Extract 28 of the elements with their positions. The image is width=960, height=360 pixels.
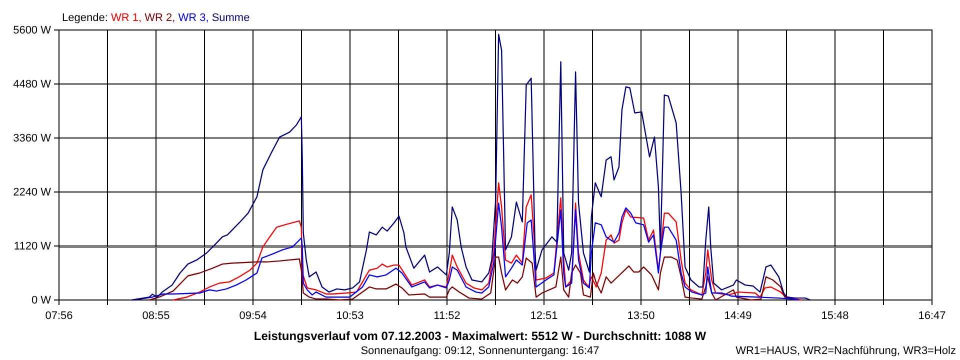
text: WR 1, xyxy=(110,12,145,24)
x-tick-label: 15:48 xyxy=(821,310,849,322)
y-tick-label: 2240 W xyxy=(13,186,52,199)
x-tick-label: 13:50 xyxy=(627,310,655,322)
y-tick-label: 4480 W xyxy=(13,78,52,91)
x-tick-label: 14:49 xyxy=(724,310,752,322)
x-tick-label: 16:47 xyxy=(918,310,946,322)
x-tick-label: 08:55 xyxy=(142,310,170,322)
line-series xyxy=(148,256,796,301)
text: WR 3, xyxy=(178,12,212,24)
y-tick-label: 3360 W xyxy=(13,132,52,145)
text: WR1=HAUS, WR2=Nachführung, WR3=Holz xyxy=(736,345,956,357)
text: Leistungsverlauf vom 07.12.2003 - Maximalwert: 5512 W - Durchschnitt: 1088 W xyxy=(254,329,707,343)
text: Sonnenaufgang: 09:12, Sonnenuntergang: 16:47 xyxy=(360,345,600,357)
legend-title: Legende: xyxy=(62,12,111,24)
line-series xyxy=(132,202,800,301)
x-tick-label: 11:52 xyxy=(434,310,460,322)
text: Summe xyxy=(212,12,250,24)
line-series xyxy=(131,34,811,301)
y-tick-label: 1120 W xyxy=(14,240,52,253)
y-tick-label: 0 W xyxy=(31,294,52,307)
y-tick-label: 5600 W xyxy=(13,24,52,37)
x-tick-label: 12:51 xyxy=(530,310,558,322)
line-series xyxy=(172,182,802,301)
text: WR 2, xyxy=(144,12,178,24)
x-tick-label: 09:54 xyxy=(239,310,267,322)
x-tick-label: 07:56 xyxy=(45,310,73,322)
x-tick-label: 10:53 xyxy=(336,310,364,322)
